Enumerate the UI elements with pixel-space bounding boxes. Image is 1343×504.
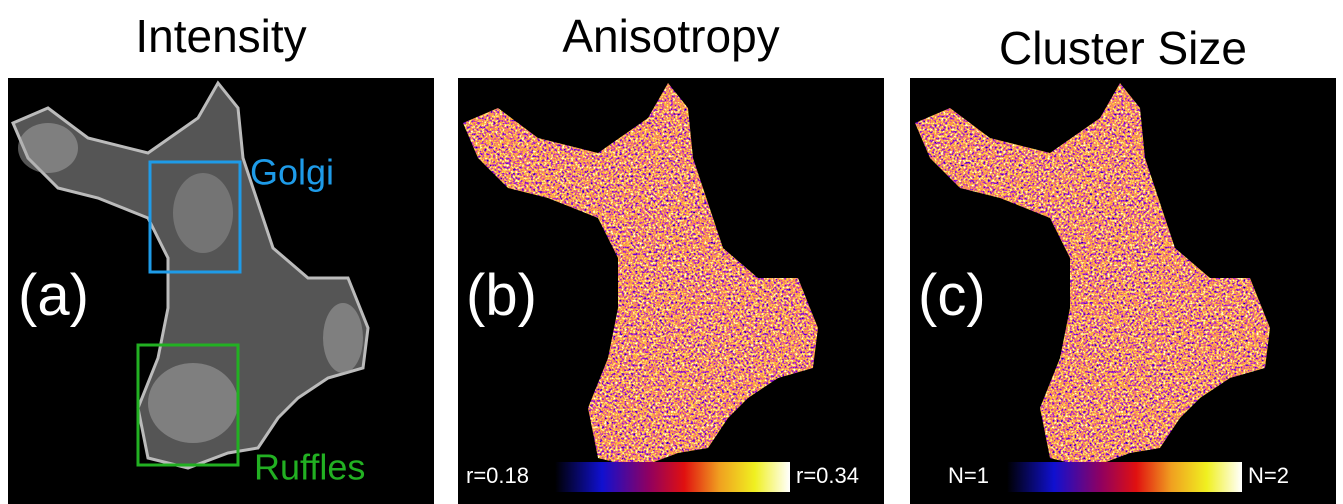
panel-image [910, 78, 1336, 504]
colorbar-min: r=0.18 [466, 463, 529, 488]
panel-title: Intensity [135, 10, 306, 62]
panel-title: Anisotropy [562, 10, 779, 62]
panel-label: (b) [466, 263, 537, 328]
panel-image [458, 78, 884, 504]
panel-image [8, 78, 434, 504]
panel-label: (a) [18, 263, 89, 328]
panel-title: Cluster Size [999, 22, 1247, 74]
box-label: Ruffles [254, 447, 365, 488]
ruffles-box [136, 343, 240, 467]
box-label: Golgi [250, 152, 334, 193]
golgi-box [148, 160, 242, 274]
colorbar-min: N=1 [948, 463, 989, 488]
colorbar-max: r=0.34 [796, 463, 859, 488]
panel-label: (c) [918, 263, 986, 328]
colorbar-max: N=2 [1248, 463, 1289, 488]
